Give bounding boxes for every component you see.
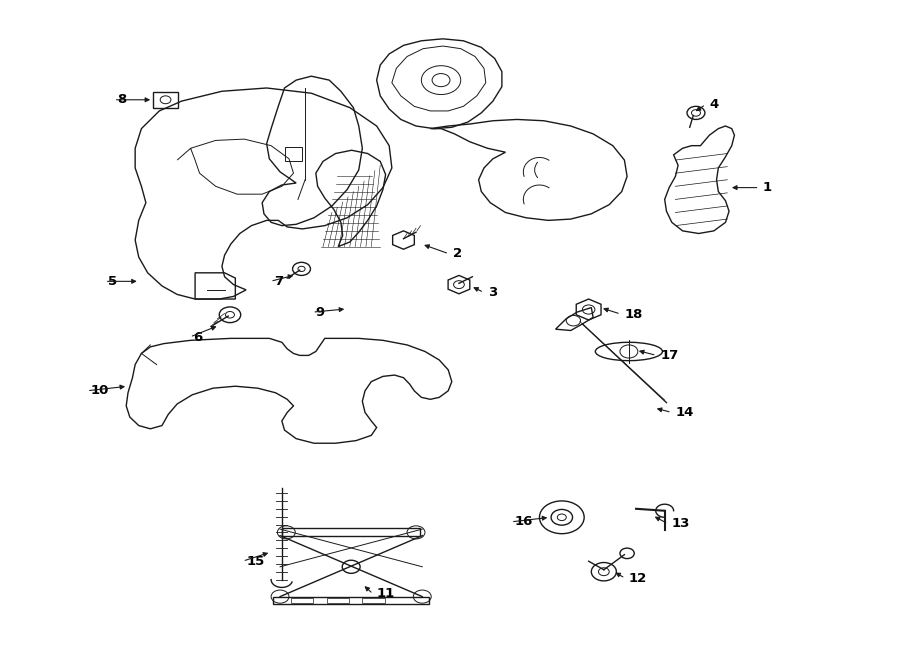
Text: 11: 11 — [377, 588, 395, 600]
Text: 7: 7 — [274, 275, 283, 288]
Text: 2: 2 — [453, 247, 462, 260]
Text: 13: 13 — [671, 518, 690, 530]
Text: 3: 3 — [488, 286, 497, 299]
Text: 16: 16 — [515, 516, 533, 528]
Text: 12: 12 — [629, 572, 647, 585]
Text: 14: 14 — [675, 406, 694, 419]
Text: 17: 17 — [661, 349, 679, 362]
Text: 15: 15 — [246, 555, 265, 568]
Text: 6: 6 — [194, 330, 202, 344]
Text: 8: 8 — [117, 93, 127, 106]
Text: 4: 4 — [709, 98, 718, 111]
Text: 18: 18 — [625, 307, 643, 321]
Text: 9: 9 — [316, 305, 325, 319]
Text: 5: 5 — [108, 275, 117, 288]
Text: 1: 1 — [763, 181, 772, 194]
Text: 10: 10 — [90, 384, 109, 397]
